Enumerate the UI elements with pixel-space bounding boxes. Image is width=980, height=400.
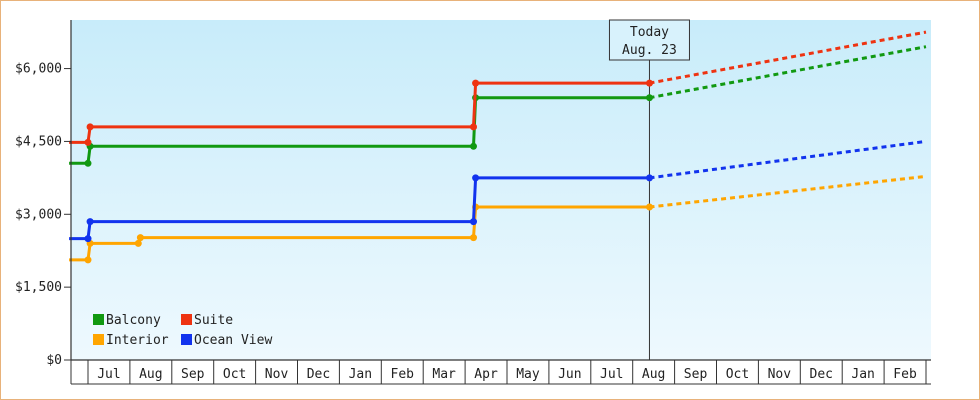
legend-swatch xyxy=(181,314,192,325)
data-point xyxy=(84,159,92,167)
data-point xyxy=(470,142,477,150)
data-point xyxy=(646,79,653,87)
y-tick-label: $4,500 xyxy=(15,134,62,149)
legend-label: Suite xyxy=(194,313,233,328)
x-tick-label: Oct xyxy=(223,367,246,382)
today-label: Today xyxy=(630,25,669,40)
x-tick-label: Dec xyxy=(307,367,330,382)
today-date: Aug. 23 xyxy=(622,43,677,58)
y-tick-label: $6,000 xyxy=(15,62,62,77)
x-tick-label: Sep xyxy=(684,367,708,382)
legend-label: Balcony xyxy=(106,313,161,328)
x-tick-label: Oct xyxy=(726,367,749,382)
x-tick-label: Apr xyxy=(474,367,498,382)
x-tick-label: Jul xyxy=(600,367,623,382)
series-forecast-suite xyxy=(649,30,927,85)
data-point xyxy=(472,174,480,182)
y-tick-label: $0 xyxy=(46,353,62,368)
x-tick-label: May xyxy=(516,367,540,382)
x-tick-label: Jan xyxy=(851,367,874,382)
x-tick-label: Feb xyxy=(391,367,415,382)
data-point xyxy=(646,203,653,211)
data-point xyxy=(470,218,477,226)
data-point xyxy=(134,239,142,247)
x-tick-label: Sep xyxy=(181,367,205,382)
legend-swatch xyxy=(181,334,192,345)
data-point xyxy=(84,138,92,146)
data-point xyxy=(84,256,92,264)
x-tick-label: Feb xyxy=(893,367,917,382)
data-point xyxy=(470,123,477,131)
x-tick-label: Nov xyxy=(265,367,289,382)
y-tick-label: $3,000 xyxy=(15,207,62,222)
legend-swatch xyxy=(93,334,104,345)
today-box xyxy=(608,19,690,61)
legend-label: Ocean View xyxy=(194,333,272,348)
x-tick-label: Jun xyxy=(558,367,581,382)
x-tick-label: Dec xyxy=(810,367,833,382)
data-point xyxy=(646,94,653,102)
series-forecast-interior xyxy=(649,174,927,209)
x-tick-label: Jan xyxy=(349,367,372,382)
data-point xyxy=(86,123,94,131)
data-point xyxy=(136,234,144,242)
data-point xyxy=(84,235,92,243)
x-tick-label: Aug xyxy=(642,367,665,382)
series-forecast-balcony xyxy=(649,45,927,100)
y-tick-label: $1,500 xyxy=(15,280,62,295)
data-point xyxy=(646,174,653,182)
legend-swatch xyxy=(93,314,104,325)
data-point xyxy=(470,234,477,242)
series-forecast-ocean-view xyxy=(649,139,927,180)
x-tick-label: Jul xyxy=(97,367,120,382)
data-point xyxy=(472,79,480,87)
legend-label: Interior xyxy=(106,333,169,348)
plot-background xyxy=(71,20,931,360)
x-tick-label: Mar xyxy=(432,367,456,382)
x-tick-label: Aug xyxy=(139,367,162,382)
data-point xyxy=(86,218,94,226)
x-tick-label: Nov xyxy=(768,367,792,382)
